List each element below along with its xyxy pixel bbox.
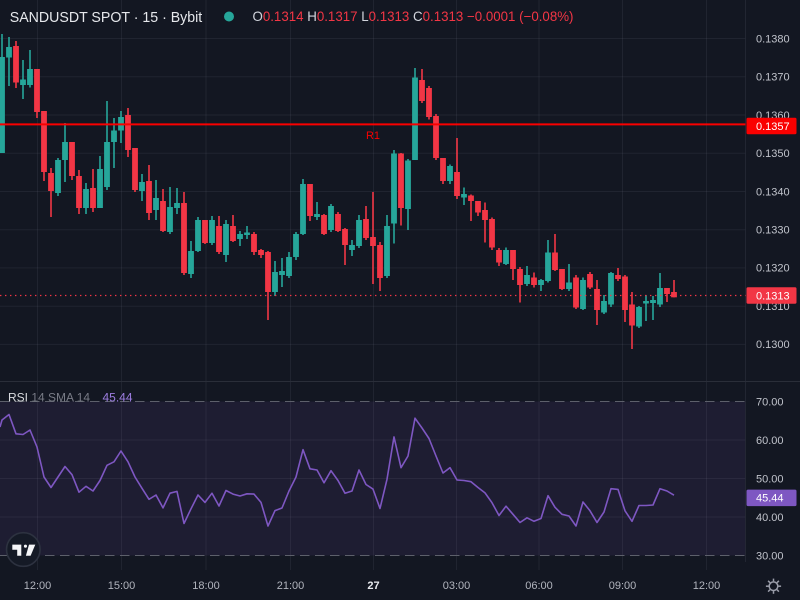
svg-text:0.1370: 0.1370 <box>756 72 790 84</box>
svg-text:0.1330: 0.1330 <box>756 225 790 237</box>
svg-text:06:00: 06:00 <box>525 580 553 592</box>
svg-text:0.1300: 0.1300 <box>756 339 790 351</box>
svg-text:0.1310: 0.1310 <box>756 301 790 313</box>
svg-text:SANDUSDT SPOT · 15 · Bybit: SANDUSDT SPOT · 15 · Bybit <box>10 9 203 26</box>
svg-text:27: 27 <box>367 580 379 592</box>
svg-text:09:00: 09:00 <box>609 580 637 592</box>
svg-text:21:00: 21:00 <box>277 580 305 592</box>
svg-text:03:00: 03:00 <box>443 580 471 592</box>
svg-text:60.00: 60.00 <box>756 435 784 447</box>
svg-text:0.1313: 0.1313 <box>756 290 790 302</box>
svg-text:12:00: 12:00 <box>24 580 52 592</box>
svg-text:50.00: 50.00 <box>756 473 784 485</box>
svg-text:0.1380: 0.1380 <box>756 33 790 45</box>
svg-text:0.1357: 0.1357 <box>756 121 790 133</box>
svg-text:R1: R1 <box>366 130 380 142</box>
svg-text:30.00: 30.00 <box>756 550 784 562</box>
svg-text:12:00: 12:00 <box>693 580 721 592</box>
svg-text:18:00: 18:00 <box>192 580 220 592</box>
svg-text:70.00: 70.00 <box>756 396 784 408</box>
svg-text:15:00: 15:00 <box>108 580 136 592</box>
svg-text:40.00: 40.00 <box>756 512 784 524</box>
svg-text:45.44: 45.44 <box>756 493 784 505</box>
svg-text:0.1350: 0.1350 <box>756 148 790 160</box>
svg-text:0.1340: 0.1340 <box>756 186 790 198</box>
svg-text:O0.1314 H0.1317 L0.1313 C0.131: O0.1314 H0.1317 L0.1313 C0.1313 −0.0001 … <box>253 9 574 24</box>
svg-text:0.1320: 0.1320 <box>756 263 790 275</box>
